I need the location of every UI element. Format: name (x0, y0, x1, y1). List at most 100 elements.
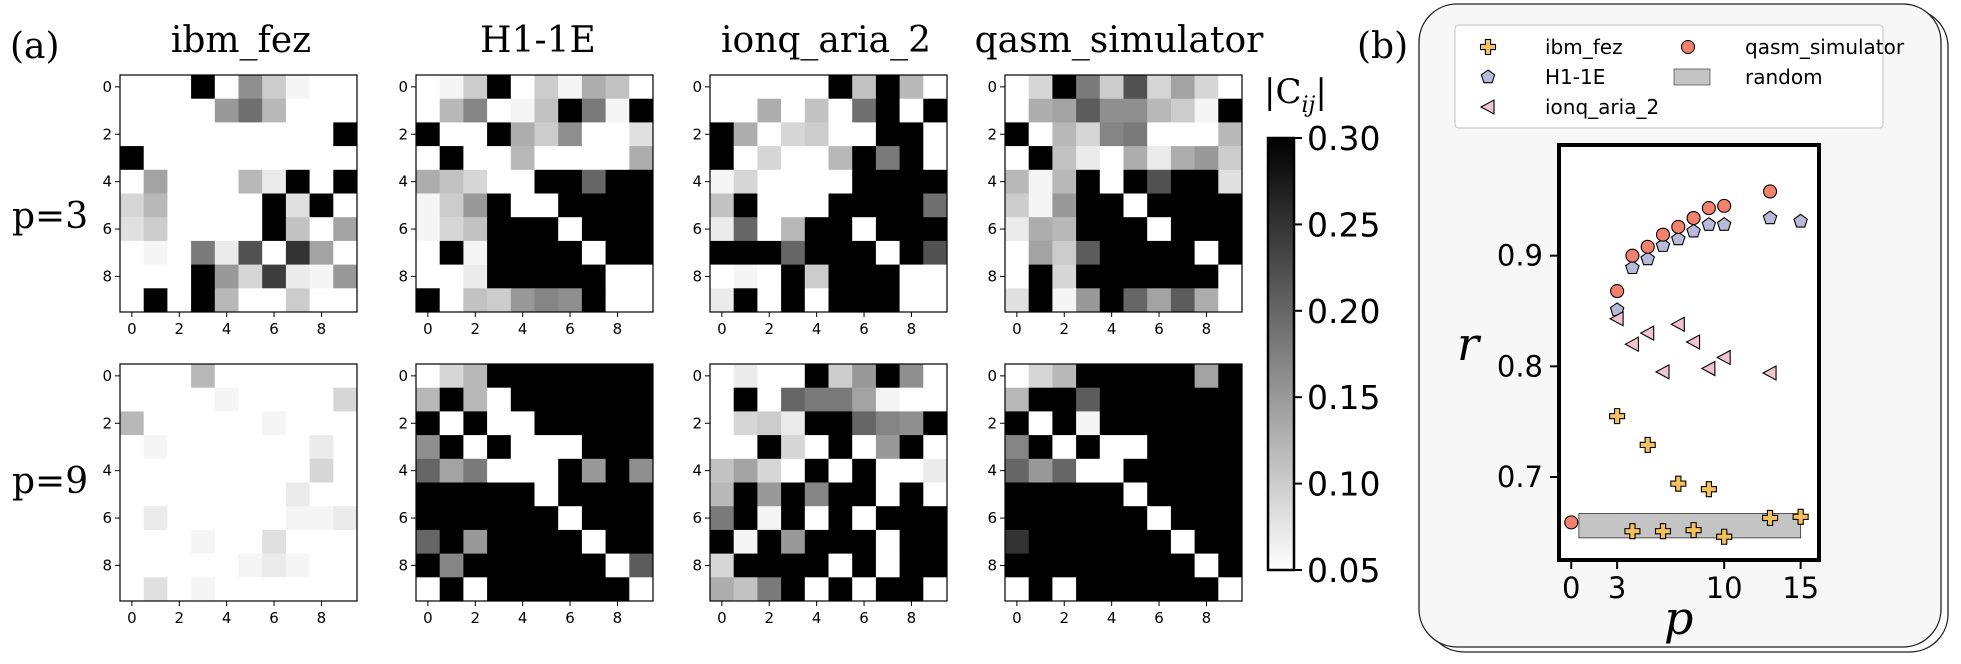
heatmap-cell (1123, 122, 1148, 147)
heatmap-cell (899, 458, 924, 483)
x-tick-label: 8 (317, 320, 327, 338)
heatmap-cell (309, 288, 334, 313)
heatmap-cell (463, 577, 488, 602)
heatmap-cell (1005, 411, 1030, 436)
heatmap-cell (875, 169, 900, 194)
heatmap-cell (1005, 529, 1030, 554)
legend-label: ibm_fez (1545, 35, 1623, 59)
x-tick-label: 4 (812, 320, 822, 338)
heatmap-cell (1170, 169, 1195, 194)
heatmap-cell (1028, 98, 1053, 123)
heatmap-cell (238, 387, 263, 412)
heatmap-cell (1170, 193, 1195, 218)
heatmap-cell (143, 435, 168, 460)
heatmap-cell (416, 98, 441, 123)
heatmap-cell (1170, 411, 1195, 436)
legend-label: qasm_simulator (1745, 35, 1905, 59)
heatmap-cell (923, 482, 948, 507)
colorbar-tick-label: 0.15 (1307, 378, 1380, 417)
y-tick-label: 8 (398, 556, 408, 574)
heatmap-cell (1218, 169, 1243, 194)
heatmap-cell (416, 553, 441, 578)
heatmap-cell (214, 411, 239, 436)
heatmap-cell (629, 240, 654, 265)
heatmap-cell (1170, 458, 1195, 483)
heatmap-cell (923, 75, 948, 100)
heatmap-cell (285, 529, 310, 554)
heatmap-cell (439, 193, 464, 218)
heatmap-cell (487, 75, 512, 100)
heatmap-cell (416, 122, 441, 147)
heatmap-cell (285, 364, 310, 389)
heatmap-cell (262, 506, 287, 531)
heatmap-cell (1147, 458, 1172, 483)
heatmap-cell (510, 458, 535, 483)
panel-a-label: (a) (10, 26, 60, 67)
heatmap-cell (1052, 577, 1077, 602)
heatmap-cell (1218, 264, 1243, 289)
heatmap-cell (605, 387, 630, 412)
heatmap-cell (1052, 98, 1077, 123)
heatmap-cell (710, 122, 735, 147)
column-title-h1-1e: H1-1E (480, 20, 596, 61)
heatmap-cell (757, 169, 782, 194)
heatmap-frame (1004, 74, 1243, 313)
heatmap-cell (629, 577, 654, 602)
heatmap-cell (710, 217, 735, 242)
heatmap-cell (629, 553, 654, 578)
heatmap-cell (581, 169, 606, 194)
heatmap-cell (214, 193, 239, 218)
heatmap-cell (510, 193, 535, 218)
y-axis-label: r (1457, 317, 1482, 371)
heatmap-cell (439, 435, 464, 460)
heatmap-cell (781, 387, 806, 412)
heatmap-frame (709, 363, 948, 602)
y-tick-label: 2 (102, 125, 112, 143)
point-ibm-fez (1639, 436, 1656, 453)
heatmap-cell (262, 387, 287, 412)
heatmap-cell (875, 529, 900, 554)
heatmap-cell (463, 240, 488, 265)
heatmap-cell (1147, 240, 1172, 265)
heatmap-cell (828, 169, 853, 194)
heatmap-cell (1123, 75, 1148, 100)
y-tick-label: 0.9 (1497, 239, 1543, 273)
heatmap-cell (828, 387, 853, 412)
heatmap-cell (852, 146, 877, 171)
heatmap-cell (781, 217, 806, 242)
plot-frame (1557, 143, 1821, 562)
heatmap-cell (1123, 506, 1148, 531)
heatmap-cell (828, 364, 853, 389)
x-tick-label: 0 (423, 609, 433, 627)
scatter-plot: 0 3 10 15 0.7 0.8 0.9 (1497, 143, 1821, 605)
heatmap-cell (1194, 529, 1219, 554)
heatmap-cell (852, 553, 877, 578)
heatmap-cell (1170, 146, 1195, 171)
x-tick-label: 0 (127, 609, 137, 627)
heatmap-cell (581, 482, 606, 507)
heatmap-cell (534, 458, 559, 483)
heatmap-cell (262, 288, 287, 313)
x-tick-label: 2 (764, 609, 774, 627)
heatmap-cell (757, 553, 782, 578)
heatmap-cell (333, 169, 358, 194)
heatmap-cell (781, 288, 806, 313)
heatmap-cell (558, 529, 583, 554)
heatmap-cell (558, 553, 583, 578)
heatmap-cell (733, 98, 758, 123)
point-qasm-simulator (1717, 198, 1732, 213)
heatmap-cell (581, 288, 606, 313)
heatmap-cell (1052, 193, 1077, 218)
heatmap-cell (1076, 240, 1101, 265)
heatmap-cell (581, 146, 606, 171)
heatmap-cell (1218, 364, 1243, 389)
heatmap-cell (828, 482, 853, 507)
heatmap-cell (120, 122, 145, 147)
heatmap-cell (581, 553, 606, 578)
heatmap-frame (709, 74, 948, 313)
heatmap-cell (1194, 169, 1219, 194)
heatmap-cell (167, 553, 192, 578)
heatmap-cell (757, 193, 782, 218)
heatmap-cell (875, 98, 900, 123)
y-tick-label: 4 (398, 462, 408, 480)
